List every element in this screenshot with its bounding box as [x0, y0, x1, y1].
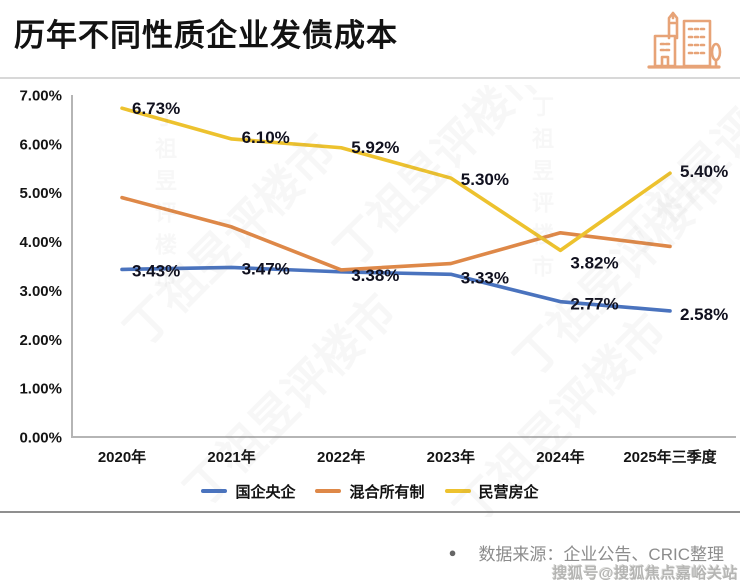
chart-legend: 国企央企 混合所有制 民营房企 [0, 479, 740, 503]
legend-item-国企央企: 国企央企 [201, 481, 295, 502]
page-title: 历年不同性质企业发债成本 [14, 18, 398, 53]
data-label: 6.10% [242, 128, 290, 147]
data-source-row: ● 数据来源：企业公告、CRIC整理 [449, 540, 724, 565]
x-axis-label: 2021年 [207, 448, 255, 466]
data-label: 3.47% [242, 259, 290, 278]
legend-label: 混合所有制 [349, 483, 425, 501]
x-axis-label: 2025年三季度 [623, 448, 717, 466]
data-label: 3.82% [570, 253, 618, 272]
x-axis-label: 2024年 [536, 448, 584, 466]
series-line-混合所有制 [120, 195, 672, 272]
legend-swatch [201, 489, 228, 493]
footer-divider [0, 511, 740, 513]
city-buildings-icon [647, 11, 722, 69]
data-label: 5.40% [680, 162, 728, 181]
data-label: 3.43% [132, 261, 180, 280]
data-label: 6.73% [132, 99, 180, 118]
bullet-icon: ● [448, 545, 457, 560]
y-tick-label: 2.00% [19, 332, 62, 349]
data-label: 2.77% [570, 295, 618, 314]
data-label: 5.92% [351, 138, 399, 157]
data-label: 3.38% [351, 266, 399, 285]
legend-item-混合所有制: 混合所有制 [315, 481, 425, 502]
header: 历年不同性质企业发债成本 [0, 0, 740, 77]
axis-lines [71, 95, 736, 438]
y-tick-label: 0.00% [19, 430, 62, 447]
data-label: 2.58% [680, 305, 728, 324]
line-chart: 0.00% 1.00% 2.00% 3.00% 4.00% 5.00% 6.00% 7.00%… [0, 85, 740, 470]
sohu-watermark-text: 搜狐号@搜狐焦点嘉峪关站 [552, 565, 738, 582]
y-tick-label: 6.00% [19, 136, 62, 153]
y-tick-label: 4.00% [19, 234, 62, 251]
y-tick-label: 7.00% [19, 88, 62, 105]
legend-swatch [315, 489, 342, 493]
data-label: 5.30% [461, 170, 509, 189]
y-tick-label: 3.00% [19, 283, 62, 300]
y-tick-label: 1.00% [19, 381, 62, 398]
series-line-民营房企 [120, 106, 672, 253]
chart-canvas: 0.00% 1.00% 2.00% 3.00% 4.00% 5.00% 6.00% 7.00%… [19, 88, 736, 466]
title-divider [0, 77, 740, 79]
footer: ● 数据来源：企业公告、CRIC整理 搜狐号@搜狐焦点嘉峪关站 [0, 513, 740, 587]
legend-label: 国企央企 [235, 483, 296, 501]
data-source-text: 数据来源：企业公告、CRIC整理 [478, 545, 724, 564]
data-label: 3.33% [461, 268, 509, 287]
x-axis-label: 2020年 [98, 448, 146, 466]
x-axis-label: 2023年 [427, 448, 475, 466]
series-line-国企央企 [120, 265, 672, 313]
legend-swatch [444, 489, 471, 493]
x-axis-label: 2022年 [317, 448, 365, 466]
legend-item-民营房企: 民营房企 [444, 481, 539, 502]
legend-label: 民营房企 [478, 483, 539, 501]
y-tick-label: 5.00% [19, 185, 62, 202]
